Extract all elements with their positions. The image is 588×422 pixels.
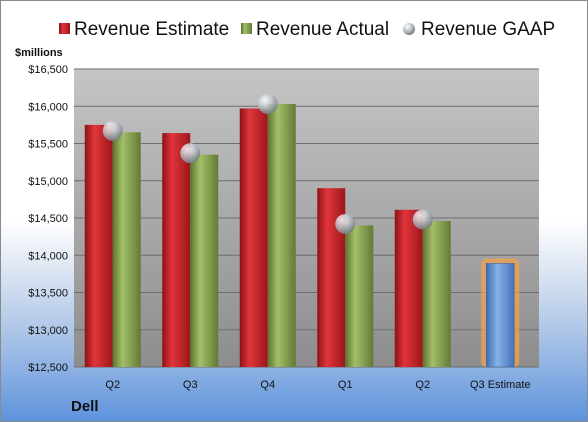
revenue-gaap-marker [412, 209, 433, 230]
gaap-markers [102, 94, 433, 234]
future-estimate-bar [486, 263, 515, 368]
y-tick-label: $16,500 [28, 64, 68, 76]
legend-estimate-label: Revenue Estimate [74, 19, 229, 40]
y-axis-ticks: $12,500 $13,000 $13,500 $14,000 $14,500 $15,0… [28, 64, 68, 374]
revenue-gaap-marker [257, 94, 278, 115]
x-tick-label: Q4 [260, 379, 275, 391]
revenue-estimate-bar [239, 108, 268, 368]
y-tick-label: $13,500 [28, 288, 68, 300]
legend-gaap-marker [403, 23, 415, 35]
legend-actual-swatch [241, 23, 252, 34]
y-tick-label: $13,000 [28, 325, 68, 337]
revenue-actual-bar [422, 220, 451, 367]
revenue-actual-bar [190, 154, 219, 367]
revenue-actual-bar [112, 132, 141, 367]
legend-gaap-label: Revenue GAAP [421, 19, 555, 40]
y-tick-label: $16,000 [28, 101, 68, 113]
y-tick-label: $15,000 [28, 176, 68, 188]
company-name: Dell [71, 398, 99, 415]
y-tick-label: $14,000 [28, 250, 68, 262]
x-tick-label: Q1 [338, 379, 353, 391]
legend-estimate-swatch [59, 23, 70, 34]
x-axis-categories: Q2 Q3 Q4 Q1 Q2 Q3 Estimate [105, 379, 530, 391]
y-tick-label: $12,500 [28, 362, 68, 374]
x-tick-label: Q2 [105, 379, 120, 391]
revenue-gaap-marker [335, 213, 356, 234]
x-tick-label: Q3 [183, 379, 198, 391]
y-axis-unit: $millions [15, 47, 63, 59]
y-tick-label: $14,500 [28, 213, 68, 225]
x-tick-label: Q3 Estimate [470, 379, 531, 391]
y-tick-label: $15,500 [28, 139, 68, 151]
revenue-gaap-marker [102, 120, 123, 141]
revenue-estimate-bar [394, 209, 423, 367]
revenue-estimate-bar [84, 124, 113, 367]
revenue-actual-bar [267, 104, 296, 367]
revenue-estimate-bar [162, 133, 191, 367]
bars [84, 104, 520, 368]
revenue-gaap-marker [180, 143, 201, 164]
gridlines [74, 68, 539, 368]
revenue-actual-bar [345, 225, 374, 367]
legend-actual-label: Revenue Actual [256, 19, 389, 40]
x-tick-label: Q2 [415, 379, 430, 391]
legend: Revenue Estimate Revenue Actual Revenue … [59, 19, 555, 40]
